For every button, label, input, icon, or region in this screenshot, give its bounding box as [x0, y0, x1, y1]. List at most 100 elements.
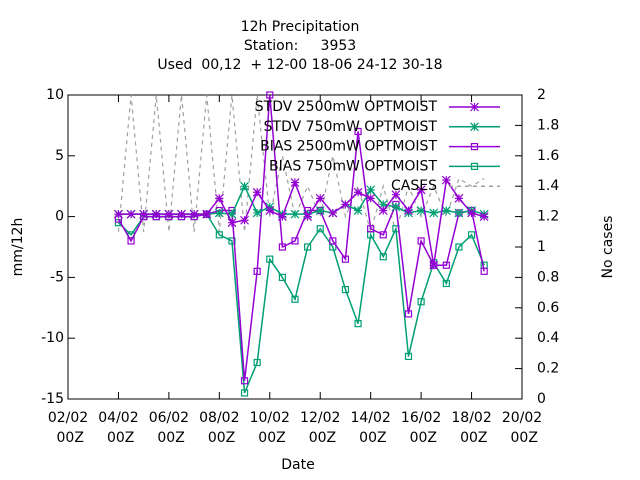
y2-tick-label: 0.6 — [537, 300, 559, 316]
point-marker — [353, 187, 363, 197]
y2-tick-label: 0 — [537, 391, 546, 407]
x-tick-label: 18/02 00Z — [451, 410, 491, 446]
y-tick-label: -10 — [41, 330, 64, 346]
point-marker — [366, 185, 376, 195]
x-tick-label: 02/02 00Z — [48, 410, 88, 446]
y2-tick-label: 2 — [537, 87, 546, 103]
point-marker — [164, 209, 174, 219]
point-marker — [127, 237, 135, 245]
legend-marker — [470, 143, 479, 151]
point-marker — [215, 231, 223, 239]
y-tick-label: -5 — [50, 269, 64, 285]
point-marker — [441, 175, 451, 185]
x-tick-label: 14/02 00Z — [350, 410, 390, 446]
point-marker — [417, 237, 425, 245]
legend-label: BIAS 2500mW OPTMOIST — [260, 139, 437, 155]
x-tick-label: 08/02 00Z — [199, 410, 239, 446]
point-marker — [341, 200, 350, 209]
chart-title: 12h Precipitation — [241, 19, 360, 35]
point-marker — [429, 208, 439, 218]
point-marker — [378, 206, 388, 215]
y2-tick-label: 1.8 — [537, 117, 559, 133]
point-marker — [404, 310, 413, 318]
y2-tick-label: 1.2 — [537, 209, 559, 225]
point-marker — [404, 206, 413, 215]
y-tick-label: 10 — [46, 87, 64, 103]
x-axis-label: Date — [281, 457, 314, 473]
point-marker — [442, 261, 450, 269]
point-marker — [354, 320, 362, 328]
y2-tick-label: 1.4 — [537, 178, 559, 194]
point-marker — [126, 209, 136, 219]
point-marker — [303, 212, 313, 222]
point-marker — [240, 377, 249, 385]
point-marker — [253, 358, 261, 367]
point-marker — [202, 209, 212, 219]
y2-tick-label: 0.2 — [537, 361, 559, 377]
point-marker — [252, 187, 262, 197]
point-marker — [416, 206, 426, 215]
point-marker — [240, 215, 249, 225]
legend-label: STDV 750mW OPTMOIST — [264, 119, 438, 135]
point-marker — [329, 237, 337, 245]
point-marker — [341, 255, 350, 263]
point-marker — [391, 202, 401, 212]
point-marker — [429, 260, 439, 270]
point-marker — [252, 208, 262, 218]
y-tick-label: 5 — [55, 148, 64, 164]
point-marker — [290, 178, 300, 187]
point-marker — [227, 218, 237, 228]
point-marker — [139, 209, 149, 219]
point-marker — [379, 253, 387, 261]
chart-title: Station: 3953 — [244, 38, 356, 54]
x-tick-label: 20/02 00Z — [502, 410, 542, 446]
point-marker — [480, 267, 488, 275]
point-marker — [291, 295, 299, 303]
point-marker — [266, 91, 274, 99]
y2-tick-label: 1.6 — [537, 148, 559, 164]
point-marker — [227, 209, 237, 219]
x-tick-label: 16/02 00Z — [401, 410, 441, 446]
point-marker — [391, 190, 401, 200]
y-axis-label: mm/12h — [10, 218, 26, 277]
point-marker — [278, 273, 286, 281]
point-marker — [353, 206, 363, 215]
y-tick-label: -15 — [41, 391, 64, 407]
y-tick-label: 0 — [55, 209, 64, 225]
point-marker — [366, 193, 376, 203]
point-marker — [441, 206, 451, 215]
point-marker — [467, 231, 476, 239]
point-marker — [291, 237, 299, 245]
point-marker — [114, 209, 123, 219]
point-marker — [328, 208, 338, 218]
point-marker — [265, 206, 275, 215]
point-marker — [214, 208, 224, 218]
y2-tick-label: 0.8 — [537, 269, 559, 285]
point-marker — [315, 206, 325, 215]
point-marker — [315, 193, 325, 203]
point-marker — [442, 279, 450, 288]
point-marker — [379, 231, 387, 239]
x-tick-label: 12/02 00Z — [300, 410, 340, 446]
point-marker — [367, 225, 375, 233]
legend-marker — [470, 162, 479, 170]
y2-tick-label: 0.4 — [537, 330, 559, 346]
point-marker — [189, 209, 199, 219]
point-marker — [354, 127, 362, 136]
point-marker — [454, 193, 464, 203]
legend-label: STDV 2500mW OPTMOIST — [255, 99, 438, 115]
point-marker — [304, 243, 312, 251]
point-marker — [455, 243, 463, 251]
legend-label: CASES — [391, 178, 437, 194]
point-marker — [467, 208, 476, 218]
point-marker — [290, 209, 300, 219]
point-marker — [417, 298, 425, 306]
point-marker — [266, 255, 274, 263]
point-marker — [253, 267, 261, 275]
x-tick-label: 06/02 00Z — [149, 410, 189, 446]
point-marker — [277, 212, 287, 222]
x-tick-label: 10/02 00Z — [250, 410, 290, 446]
point-marker — [151, 209, 161, 219]
point-marker — [214, 193, 224, 203]
